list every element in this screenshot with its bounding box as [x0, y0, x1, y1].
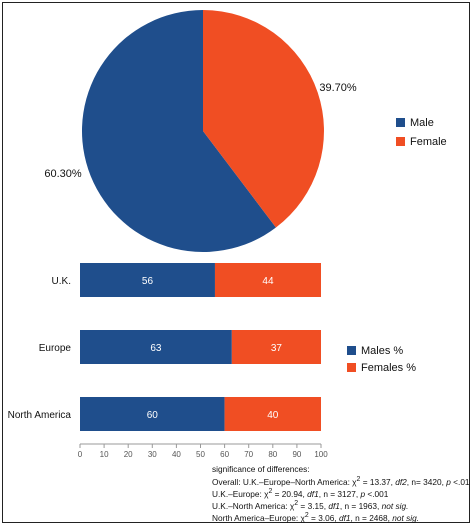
legend-swatch-male [396, 118, 405, 127]
significance-notes: significance of differences: Overall: U.… [212, 464, 470, 524]
notes-line: U.K.–North America: χ2 = 3.15, df1, n = … [212, 500, 409, 511]
x-tick-label: 60 [220, 450, 229, 459]
notes-title: significance of differences: [212, 464, 310, 474]
legend-swatch-males [347, 346, 356, 355]
notes-line: U.K.–Europe: χ2 = 20.94, df1, n = 3127, … [212, 487, 389, 499]
stacked-bar-chart: U.K. 56 44 Europe 63 37 North America 60 40 [8, 263, 321, 431]
bar-value-label: 63 [150, 343, 162, 354]
category-label: Europe [39, 343, 72, 354]
bar-value-label: 56 [142, 276, 154, 287]
legend-swatch-female [396, 137, 405, 146]
pie-legend: Male Female [396, 117, 447, 148]
pie-slice-female [203, 10, 324, 228]
legend-swatch-females [347, 363, 356, 372]
x-tick-label: 20 [124, 450, 133, 459]
bar-value-label: 60 [147, 410, 159, 421]
bar-segment-males [80, 263, 215, 297]
legend-label-male: Male [410, 117, 434, 129]
bar-segment-females [214, 263, 321, 297]
x-tick-label: 30 [148, 450, 157, 459]
bar-legend: Males % Females % [347, 345, 416, 374]
category-label: North America [8, 410, 72, 421]
pie-label-female: 39.70% [319, 82, 357, 94]
bar-value-label: 37 [271, 343, 283, 354]
pie-slice-male [81, 9, 276, 252]
notes-line: North America–Europe: χ2 = 3.06, df1, n … [212, 512, 420, 524]
x-tick-label: 100 [314, 450, 328, 459]
x-tick-label: 70 [244, 450, 253, 459]
legend-label-female: Female [410, 136, 447, 148]
notes-line: Overall: U.K.–Europe–North America: χ2 =… [212, 475, 470, 487]
x-tick-label: 40 [172, 450, 181, 459]
legend-label-males: Males % [361, 345, 403, 357]
bar-value-label: 44 [262, 276, 274, 287]
x-tick-label: 0 [78, 450, 83, 459]
legend-label-females: Females % [361, 362, 416, 374]
bar-segment-males [80, 330, 232, 364]
x-axis: 0 10 20 30 40 50 60 70 80 90 100 [78, 443, 328, 459]
category-label: U.K. [52, 276, 71, 287]
pie-chart: 60.30% 39.70% [44, 9, 357, 252]
bar-segment-females [224, 397, 321, 431]
pie-label-male: 60.30% [44, 168, 82, 180]
x-tick-label: 80 [268, 450, 277, 459]
x-tick-label: 90 [292, 450, 301, 459]
x-tick-label: 10 [100, 450, 109, 459]
bar-segment-males [80, 397, 225, 431]
bar-segment-females [231, 330, 321, 364]
x-tick-label: 50 [196, 450, 205, 459]
bar-value-label: 40 [267, 410, 279, 421]
